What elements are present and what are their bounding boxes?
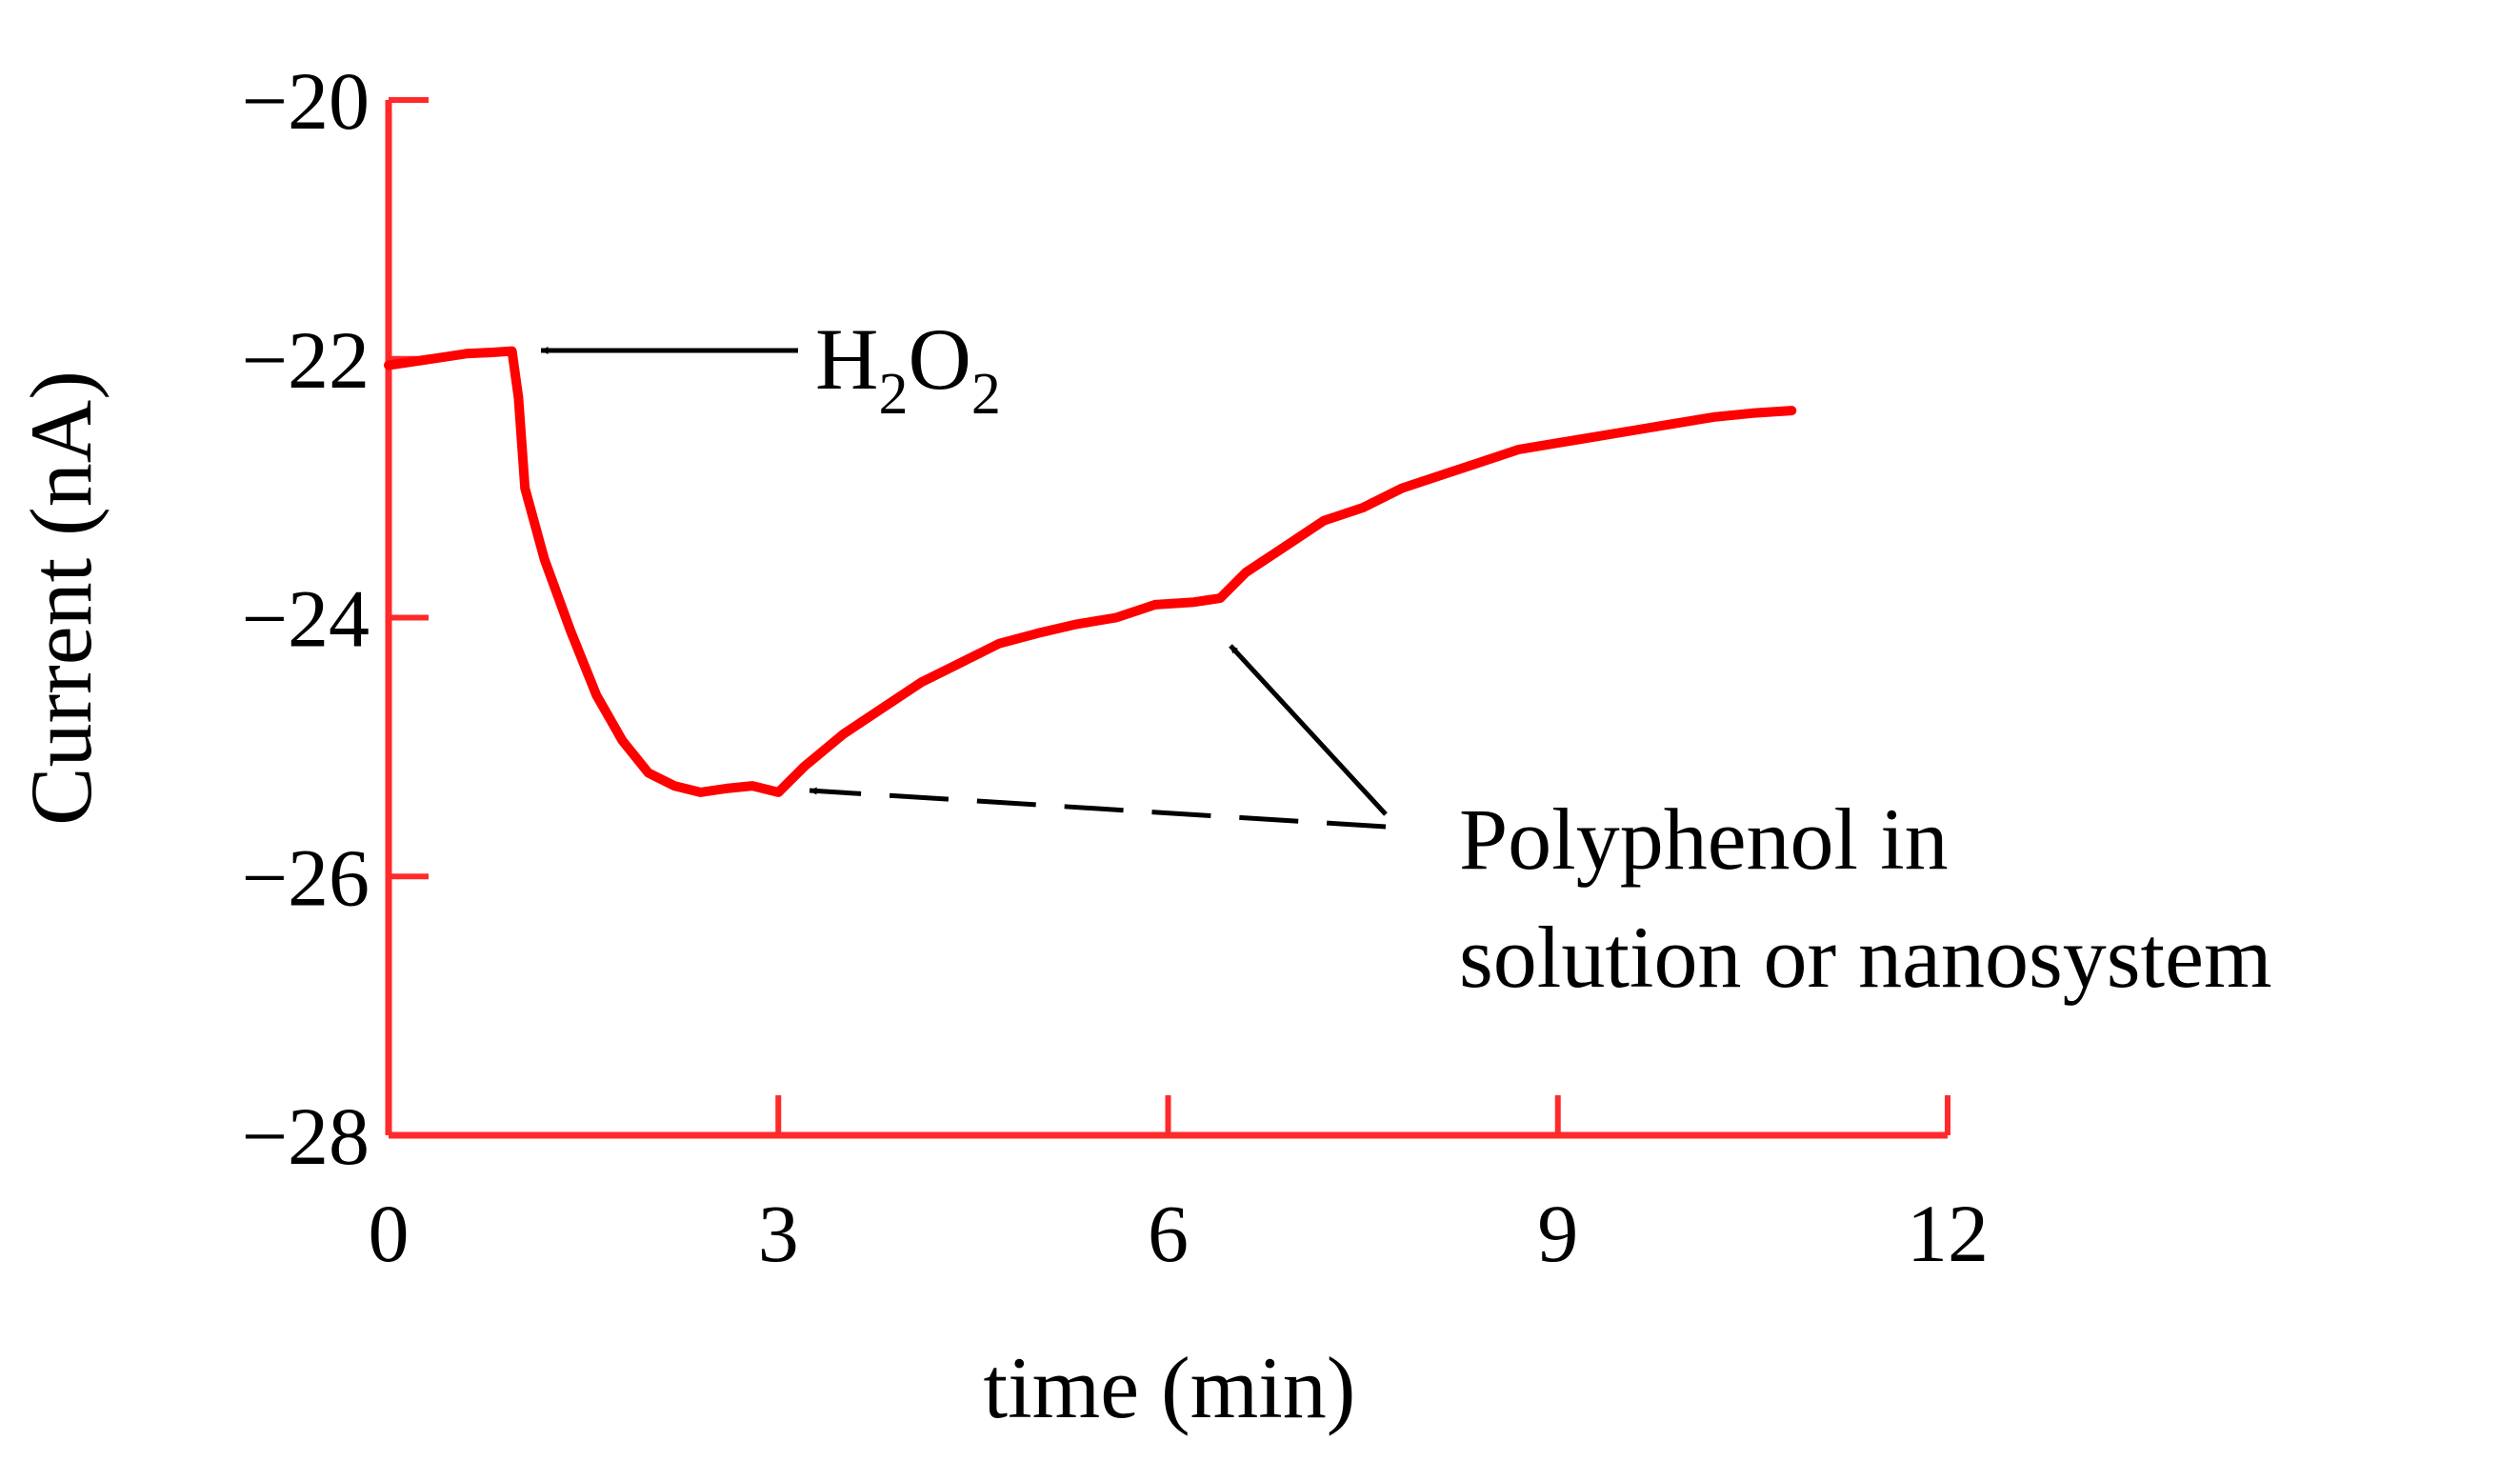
annotation-h2o2: H2O2: [540, 310, 1001, 427]
x-tick-label-0: 0: [369, 1188, 410, 1279]
series-layer: [384, 346, 1797, 797]
y-axis-label: Current (nA): [12, 370, 110, 826]
y-tick-labels: −20 −22 −24 −26 −28: [241, 55, 370, 1182]
y-tick-label-20: −20: [241, 55, 370, 147]
y-ticks: [389, 97, 429, 880]
annotation-polyphenol: Polyphenol in solution or nanosystem: [809, 644, 2272, 1006]
x-ticks: [775, 1095, 1950, 1135]
y-tick-label-24: −24: [241, 573, 370, 665]
polyphenol-label-line2: solution or nanosystem: [1459, 909, 2272, 1006]
h2o2-o: O: [908, 310, 970, 408]
y-tick-label-22: −22: [241, 314, 370, 406]
h2o2-sub1: 2: [878, 362, 908, 427]
x-tick-label-12: 12: [1907, 1188, 1989, 1279]
polyphenol-arrow-minimum: [809, 787, 1387, 830]
series-line-0: [384, 346, 1797, 797]
h2o2-h: H: [815, 310, 878, 408]
h2o2-sub2: 2: [971, 362, 1001, 427]
h2o2-label: H2O2: [815, 310, 1001, 427]
x-tick-label-9: 9: [1537, 1188, 1578, 1279]
x-axis-label: time (min): [984, 1339, 1356, 1436]
x-tick-label-6: 6: [1148, 1188, 1189, 1279]
x-tick-labels: 0 3 6 9 12: [369, 1188, 1990, 1279]
y-tick-label-28: −28: [241, 1091, 370, 1182]
x-tick-label-3: 3: [758, 1188, 799, 1279]
polyphenol-label-line1: Polyphenol in: [1459, 791, 1949, 888]
polyphenol-arrow-shoulder: [1229, 644, 1388, 816]
y-tick-label-26: −26: [241, 831, 370, 923]
